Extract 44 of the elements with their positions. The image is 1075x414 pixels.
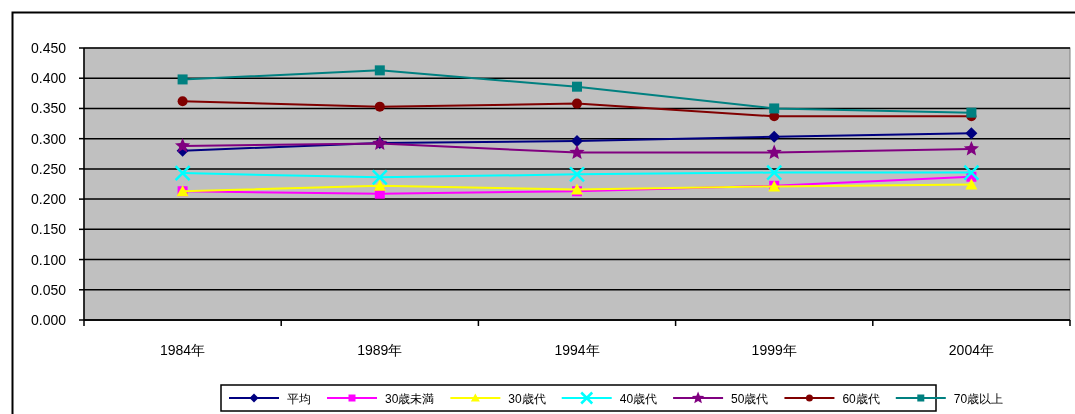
y-tick-label: 0.350 — [30, 100, 67, 117]
legend-label: 30歳未満 — [385, 391, 435, 406]
y-tick-label: 0.000 — [30, 312, 67, 328]
point — [374, 65, 385, 76]
legend-label: 30歳代 — [508, 391, 546, 406]
point — [572, 81, 582, 92]
point — [568, 166, 586, 183]
legend-label: 平均 — [287, 391, 311, 406]
point — [963, 140, 980, 156]
legend-label: 40歳代 — [619, 391, 658, 406]
point — [769, 103, 780, 114]
y-tick-label: 0.150 — [30, 221, 67, 238]
point — [569, 144, 585, 160]
legend-label: 70歳以上 — [953, 391, 1004, 406]
point — [768, 130, 781, 143]
point — [966, 107, 977, 118]
point — [963, 164, 980, 181]
y-tick-label: 0.100 — [30, 251, 67, 268]
point — [177, 96, 188, 107]
point — [373, 179, 386, 191]
x-tick-label: 1999年 — [751, 342, 797, 358]
point — [174, 164, 191, 182]
x-tick-label: 2004年 — [948, 342, 994, 358]
point — [571, 135, 583, 148]
y-tick-label: 0.200 — [30, 191, 67, 208]
y-tick-label: 0.300 — [30, 130, 67, 147]
x-tick-label: 1989年 — [357, 342, 403, 358]
point — [572, 98, 582, 109]
point — [371, 169, 389, 186]
point — [374, 101, 385, 112]
y-tick-label: 0.400 — [30, 70, 67, 87]
x-tick-label: 1984年 — [160, 342, 206, 358]
legend-label: 60歳代 — [842, 391, 880, 406]
y-tick-label: 0.250 — [30, 160, 67, 177]
y-tick-label: 0.050 — [30, 281, 67, 298]
point — [765, 164, 783, 181]
point — [177, 74, 188, 85]
point — [965, 127, 978, 140]
y-tick-label: 0.450 — [30, 40, 67, 56]
point — [766, 144, 782, 160]
legend-label: 50歳代 — [731, 391, 769, 406]
point — [965, 178, 978, 190]
point — [174, 137, 191, 153]
x-tick-label: 1994年 — [554, 342, 600, 358]
